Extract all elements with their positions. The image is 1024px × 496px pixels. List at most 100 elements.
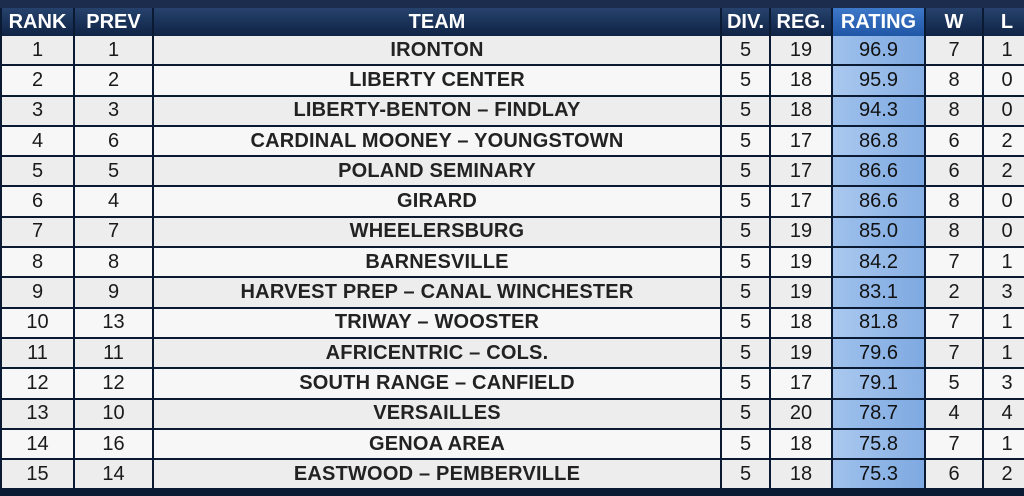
- cell-div: 5: [722, 429, 771, 461]
- cell-l: 0: [984, 217, 1024, 249]
- cell-rating: 95.9: [833, 66, 926, 97]
- cell-l: 1: [984, 36, 1024, 67]
- header-team[interactable]: TEAM: [154, 8, 722, 36]
- cell-rank: 9: [0, 278, 75, 309]
- cell-rating: 96.9: [833, 36, 926, 67]
- cell-rank: 6: [0, 187, 75, 218]
- header-rating[interactable]: RATING: [833, 8, 926, 36]
- cell-div: 5: [722, 157, 771, 188]
- table-row[interactable]: 7 7 WHEELERSBURG 5 19 85.0 8 0: [0, 217, 1024, 249]
- cell-rank: 10: [0, 308, 75, 339]
- cell-rank: 14: [0, 429, 75, 461]
- cell-reg: 19: [771, 248, 833, 279]
- cell-rating: 75.8: [833, 429, 926, 461]
- cell-div: 5: [722, 66, 771, 97]
- cell-rank: 5: [0, 157, 75, 188]
- header-w[interactable]: W: [926, 8, 984, 36]
- cell-prev: 8: [75, 248, 154, 279]
- cell-reg: 17: [771, 157, 833, 188]
- cell-rank: 2: [0, 66, 75, 97]
- cell-l: 1: [984, 248, 1024, 279]
- cell-w: 7: [926, 36, 984, 67]
- cell-div: 5: [722, 187, 771, 218]
- cell-div: 5: [722, 369, 771, 400]
- rankings-table: RANK PREV TEAM DIV. REG. RATING W L 1 1 IR…: [0, 8, 1024, 491]
- cell-l: 0: [984, 66, 1024, 97]
- cell-w: 8: [926, 66, 984, 97]
- header-prev[interactable]: PREV: [75, 8, 154, 36]
- cell-w: 6: [926, 460, 984, 491]
- cell-rank: 12: [0, 369, 75, 400]
- cell-div: 5: [722, 217, 771, 249]
- cell-reg: 17: [771, 187, 833, 218]
- cell-l: 2: [984, 460, 1024, 491]
- table-row[interactable]: 10 13 TRIWAY – WOOSTER 5 18 81.8 7 1: [0, 308, 1024, 339]
- cell-rating: 78.7: [833, 399, 926, 430]
- cell-l: 0: [984, 96, 1024, 127]
- table-row[interactable]: 14 16 GENOA AREA 5 18 75.8 7 1: [0, 429, 1024, 461]
- table-row[interactable]: 5 5 POLAND SEMINARY 5 17 86.6 6 2: [0, 157, 1024, 188]
- cell-w: 8: [926, 187, 984, 218]
- cell-reg: 17: [771, 126, 833, 158]
- cell-w: 2: [926, 278, 984, 309]
- cell-w: 7: [926, 429, 984, 461]
- cell-prev: 6: [75, 126, 154, 158]
- cell-w: 7: [926, 338, 984, 370]
- cell-w: 4: [926, 399, 984, 430]
- cell-div: 5: [722, 399, 771, 430]
- table-row[interactable]: 4 6 CARDINAL MOONEY – YOUNGSTOWN 5 17 86.8 6 2: [0, 126, 1024, 158]
- table-row[interactable]: 12 12 SOUTH RANGE – CANFIELD 5 17 79.1 5 3: [0, 369, 1024, 400]
- cell-w: 6: [926, 126, 984, 158]
- table-row[interactable]: 15 14 EASTWOOD – PEMBERVILLE 5 18 75.3 6 2: [0, 460, 1024, 491]
- cell-prev: 11: [75, 338, 154, 370]
- cell-prev: 16: [75, 429, 154, 461]
- cell-l: 1: [984, 429, 1024, 461]
- cell-rank: 4: [0, 126, 75, 158]
- cell-l: 0: [984, 187, 1024, 218]
- cell-rating: 79.1: [833, 369, 926, 400]
- cell-team: TRIWAY – WOOSTER: [154, 308, 722, 339]
- table-row[interactable]: 8 8 BARNESVILLE 5 19 84.2 7 1: [0, 248, 1024, 279]
- table-row[interactable]: 13 10 VERSAILLES 5 20 78.7 4 4: [0, 399, 1024, 430]
- cell-team: WHEELERSBURG: [154, 217, 722, 249]
- cell-div: 5: [722, 248, 771, 279]
- cell-reg: 18: [771, 96, 833, 127]
- cell-team: LIBERTY CENTER: [154, 66, 722, 97]
- table-row[interactable]: 6 4 GIRARD 5 17 86.6 8 0: [0, 187, 1024, 218]
- cell-team: LIBERTY-BENTON – FINDLAY: [154, 96, 722, 127]
- cell-l: 3: [984, 369, 1024, 400]
- table-row[interactable]: 1 1 IRONTON 5 19 96.9 7 1: [0, 36, 1024, 67]
- cell-team: SOUTH RANGE – CANFIELD: [154, 369, 722, 400]
- cell-reg: 18: [771, 66, 833, 97]
- cell-w: 6: [926, 157, 984, 188]
- cell-prev: 4: [75, 187, 154, 218]
- cell-prev: 10: [75, 399, 154, 430]
- table-row[interactable]: 9 9 HARVEST PREP – CANAL WINCHESTER 5 19 83.1…: [0, 278, 1024, 309]
- header-l[interactable]: L: [984, 8, 1024, 36]
- table-row[interactable]: 2 2 LIBERTY CENTER 5 18 95.9 8 0: [0, 66, 1024, 97]
- cell-rating: 94.3: [833, 96, 926, 127]
- cell-rank: 1: [0, 36, 75, 67]
- cell-w: 8: [926, 217, 984, 249]
- cell-team: POLAND SEMINARY: [154, 157, 722, 188]
- cell-reg: 18: [771, 308, 833, 339]
- cell-team: VERSAILLES: [154, 399, 722, 430]
- table-row[interactable]: 3 3 LIBERTY-BENTON – FINDLAY 5 18 94.3 8 0: [0, 96, 1024, 127]
- cell-div: 5: [722, 96, 771, 127]
- header-rank[interactable]: RANK: [0, 8, 75, 36]
- cell-rating: 83.1: [833, 278, 926, 309]
- cell-rank: 13: [0, 399, 75, 430]
- cell-rank: 8: [0, 248, 75, 279]
- header-div[interactable]: DIV.: [722, 8, 771, 36]
- header-reg[interactable]: REG.: [771, 8, 833, 36]
- cell-prev: 12: [75, 369, 154, 400]
- cell-team: GIRARD: [154, 187, 722, 218]
- cell-div: 5: [722, 36, 771, 67]
- cell-rank: 7: [0, 217, 75, 249]
- cell-w: 7: [926, 248, 984, 279]
- cell-reg: 18: [771, 429, 833, 461]
- cell-w: 7: [926, 308, 984, 339]
- table-row[interactable]: 11 11 AFRICENTRIC – COLS. 5 19 79.6 7 1: [0, 338, 1024, 370]
- cell-rating: 85.0: [833, 217, 926, 249]
